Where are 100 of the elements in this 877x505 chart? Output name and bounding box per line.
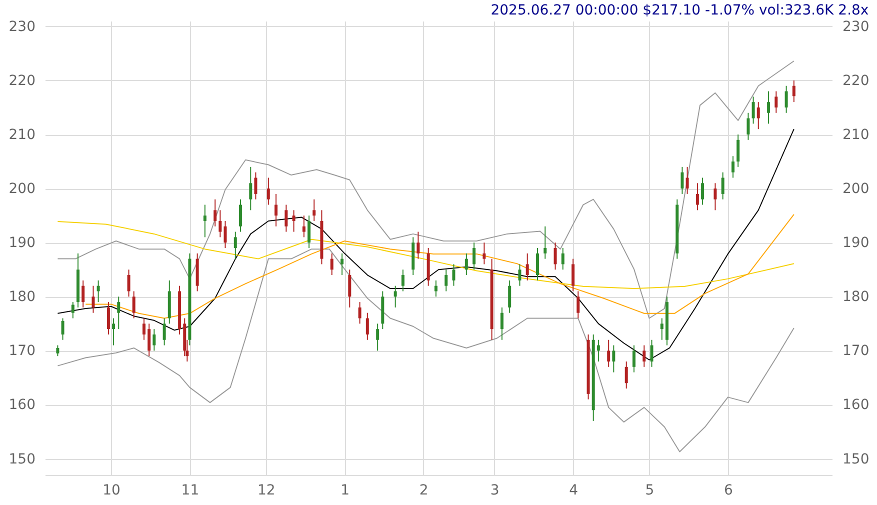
candlestick (238, 198, 242, 232)
candlestick (472, 242, 476, 270)
candlestick (203, 204, 206, 238)
candlestick (767, 90, 770, 124)
candlestick (234, 231, 237, 260)
candlestick (642, 344, 646, 368)
candlestick (526, 252, 529, 281)
candlestick (774, 90, 778, 114)
candlestick (696, 182, 699, 211)
y-tick-label: 220 (8, 72, 36, 89)
candlestick (536, 248, 540, 281)
candlestick (660, 318, 664, 340)
candlestick (434, 280, 438, 298)
candlestick (452, 264, 456, 286)
chart-title: 2025.06.27 00:00:00 $217.10 -1.07% vol:323.6K 2.8x (490, 2, 869, 18)
y-tick-label: 150 (8, 451, 36, 468)
candlestick (71, 302, 74, 319)
x-tick-label: 2 (419, 482, 428, 498)
candlestick (218, 210, 222, 238)
candlestick (632, 344, 636, 373)
candlestick (61, 318, 64, 340)
line-series (57, 128, 794, 360)
candlestick (92, 285, 95, 314)
candlestick (106, 302, 110, 335)
y-tick-label: 160 (8, 397, 36, 414)
candlestick (330, 252, 334, 276)
candlestick (340, 252, 344, 276)
candlestick (746, 112, 750, 140)
candlestick (117, 296, 120, 330)
y2-tick-label: 180 (842, 289, 870, 306)
candlestick (348, 269, 352, 308)
candlestick (686, 166, 689, 194)
candlestick (284, 204, 288, 232)
y2-tick-label: 170 (842, 343, 870, 360)
candlestick (127, 269, 130, 298)
candlestick (358, 302, 362, 324)
candlestick (544, 226, 547, 260)
x-tick-label: 3 (490, 482, 500, 498)
candlestick (756, 102, 760, 130)
candlestick (624, 361, 628, 390)
y-tick-label: 180 (8, 289, 36, 306)
candlestick (152, 328, 156, 352)
candlestick (142, 318, 146, 340)
candlestick (148, 323, 151, 357)
candlestick (416, 231, 420, 260)
candlestick (482, 242, 486, 265)
y2-tick-label: 230 (842, 18, 870, 35)
y-tick-label: 210 (8, 127, 36, 143)
candlestick (366, 312, 369, 340)
x-tick-label: 12 (257, 482, 276, 498)
line-series (57, 60, 794, 319)
y-tick-label: 230 (8, 18, 36, 35)
candlestick (56, 344, 60, 357)
candlestick (394, 285, 397, 308)
candlestick (292, 210, 296, 232)
candlestick (784, 85, 788, 114)
candlestick (607, 339, 610, 368)
candlestick (576, 290, 580, 319)
y-tick-label: 170 (8, 343, 36, 360)
candlestick (612, 344, 616, 373)
candlestick (96, 280, 100, 303)
candlestick (302, 215, 306, 238)
candlestick (162, 318, 166, 346)
candlestick (224, 220, 227, 248)
candlestick (266, 177, 270, 206)
candlestick (308, 215, 311, 248)
y2-tick-label: 220 (842, 72, 870, 89)
y-tick-label: 190 (8, 235, 36, 252)
candlestick (731, 156, 734, 178)
line-series (57, 221, 794, 290)
candlestick (274, 193, 278, 227)
x-tick-label: 1 (340, 482, 350, 498)
x-tick-label: 11 (181, 482, 200, 498)
candlestick (572, 258, 575, 292)
x-tick-label: 5 (645, 482, 654, 498)
candlestick (82, 280, 85, 308)
candlestick (561, 248, 564, 270)
candlestick (312, 198, 316, 222)
candlestick (752, 96, 755, 124)
candlestick (508, 280, 512, 314)
y-tick-label: 200 (8, 181, 36, 198)
candlestick (464, 252, 468, 276)
x-tick-label: 10 (102, 482, 120, 498)
candlestick (376, 323, 380, 352)
candlestick (680, 166, 684, 194)
x-tick-label: 4 (569, 482, 578, 498)
candlestick (249, 166, 252, 211)
candlestick (132, 290, 136, 319)
x-tick-label: 6 (724, 482, 733, 498)
candlestick (112, 318, 116, 346)
candlestick (701, 177, 704, 206)
y2-tick-label: 150 (842, 451, 870, 468)
y2-tick-label: 200 (842, 181, 870, 198)
candlestick (596, 339, 600, 362)
candlestick (401, 269, 404, 292)
candlestick (214, 198, 217, 227)
y2-tick-label: 190 (842, 235, 870, 252)
candlestick (554, 242, 557, 270)
y2-tick-label: 160 (842, 397, 870, 414)
candlestick (444, 269, 448, 292)
